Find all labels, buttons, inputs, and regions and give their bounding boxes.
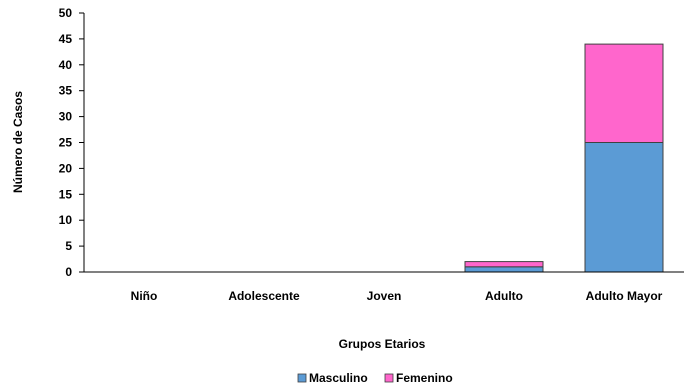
y-tick-label: 5 [65,239,72,253]
y-axis: 0 5 10 15 20 25 30 35 40 45 50 [59,6,85,279]
legend-swatch-masculino [297,373,307,383]
x-tick-label: Adolescente [228,289,300,303]
legend-swatch-femenino [384,373,394,383]
y-tick-label: 15 [59,187,73,201]
x-tick-label: Adulto Mayor [586,289,663,303]
plot-area [464,43,664,273]
x-tick-label: Adulto [485,289,523,303]
y-axis-title: Número de Casos [11,91,25,193]
y-tick-label: 10 [59,213,73,227]
x-tick-label: Niño [131,289,158,303]
x-axis: Niño Adolescente Joven Adulto Adulto Mayor [84,271,684,303]
y-tick-label: 40 [59,58,73,72]
bar-femenino-3 [464,261,544,268]
bar-masculino-3 [464,266,544,273]
legend-label-masculino: Masculino [309,371,368,385]
legend-label-femenino: Femenino [396,371,453,385]
x-axis-title: Grupos Etarios [339,337,426,351]
y-tick-label: 25 [59,136,73,150]
legend: Masculino Femenino [297,371,453,385]
bar-femenino-4 [584,43,664,143]
y-tick-label: 30 [59,110,73,124]
y-tick-label: 0 [65,265,72,279]
y-tick-label: 35 [59,84,73,98]
x-tick-label: Joven [367,289,402,303]
y-tick-label: 50 [59,6,73,20]
y-tick-label: 45 [59,32,73,46]
bar-masculino-4 [584,142,664,273]
y-tick-label: 20 [59,161,73,175]
